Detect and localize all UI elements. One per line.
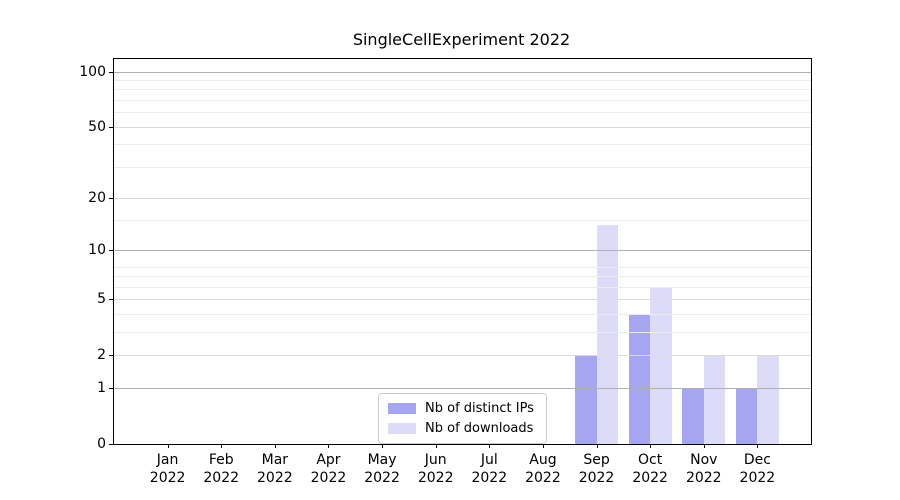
y-tick-mark-100 — [109, 71, 113, 73]
legend-swatch-distinct-ips — [388, 403, 416, 414]
gridline-y-50 — [114, 126, 811, 128]
gridline-y-10 — [114, 250, 811, 252]
x-tick-label-apr: Apr 2022 — [310, 452, 347, 486]
y-tick-label-100: 100 — [79, 63, 106, 80]
gridline-y-40 — [114, 144, 811, 146]
x-tick-label-mar: Mar 2022 — [257, 452, 293, 486]
x-tick-label-jun: Jun 2022 — [417, 452, 454, 486]
x-tick-mark-nov — [703, 444, 705, 448]
x-tick-label-aug: Aug 2022 — [525, 452, 561, 486]
gridline-y-3 — [114, 332, 811, 334]
y-tick-mark-2 — [109, 355, 113, 357]
gridline-y-70 — [114, 99, 811, 101]
x-tick-mark-aug — [542, 444, 544, 448]
y-tick-mark-1 — [109, 388, 113, 390]
y-tick-label-1: 1 — [97, 380, 106, 397]
x-tick-label-may: May 2022 — [364, 452, 400, 486]
y-tick-mark-5 — [109, 299, 113, 301]
y-tick-label-50: 50 — [88, 118, 106, 135]
x-tick-label-sep: Sep 2022 — [578, 452, 615, 486]
bar-distinct-ips-nov — [682, 388, 704, 444]
gridline-y-60 — [114, 112, 811, 114]
plot-area: 0 1 2 5 10 20 50 100 Jan 2022 Feb 2022 Mar 2022 Apr 202… — [79, 58, 812, 486]
gridline-y-6 — [114, 286, 811, 288]
y-tick-label-20: 20 — [88, 190, 106, 207]
x-tick-label-jan: Jan 2022 — [149, 452, 186, 486]
gridline-y-80 — [114, 89, 811, 91]
legend: Nb of distinct IPs Nb of downloads — [378, 393, 547, 444]
legend-entry-downloads: Nb of downloads — [388, 421, 534, 436]
bar-downloads-nov — [703, 355, 726, 444]
gridline-y-4 — [114, 314, 811, 316]
x-tick-mark-jan — [167, 444, 169, 448]
x-tick-label-feb: Feb 2022 — [203, 452, 240, 486]
bar-downloads-dec — [757, 355, 779, 444]
x-tick-mark-jul — [489, 444, 491, 448]
gridline-y-30 — [114, 166, 811, 168]
x-tick-mark-oct — [650, 444, 652, 448]
gridline-y-1 — [114, 388, 811, 390]
bar-distinct-ips-dec — [735, 388, 758, 444]
gridline-y-15 — [114, 220, 811, 222]
x-tick-label-dec: Dec 2022 — [739, 452, 776, 486]
bar-distinct-ips-sep — [575, 355, 597, 444]
legend-label-downloads: Nb of downloads — [425, 421, 534, 436]
x-tick-label-oct: Oct 2022 — [632, 452, 668, 486]
x-tick-mark-feb — [221, 444, 223, 448]
gridline-y-2 — [114, 355, 811, 357]
y-tick-mark-10 — [109, 250, 113, 252]
bar-distinct-ips-oct — [628, 314, 651, 444]
x-tick-mark-jun — [435, 444, 437, 448]
gridline-y-8 — [114, 266, 811, 268]
gridline-y-7 — [114, 276, 811, 278]
legend-entry-distinct-ips: Nb of distinct IPs — [388, 401, 534, 416]
y-tick-mark-50 — [109, 126, 113, 128]
x-tick-label-nov: Nov 2022 — [685, 452, 722, 486]
y-tick-label-2: 2 — [97, 347, 106, 364]
legend-label-distinct-ips: Nb of distinct IPs — [425, 401, 534, 416]
y-tick-label-0: 0 — [97, 436, 106, 452]
chart-title: SingleCellExperiment 2022 — [352, 30, 571, 49]
gridline-y-20 — [114, 198, 811, 200]
gridline-y-90 — [114, 79, 811, 81]
x-tick-mark-may — [382, 444, 384, 448]
x-tick-mark-apr — [328, 444, 330, 448]
x-tick-label-jul: Jul 2022 — [471, 452, 508, 486]
y-tick-label-10: 10 — [88, 242, 106, 259]
bar-downloads-sep — [596, 225, 619, 444]
gridline-y-100 — [114, 71, 811, 73]
bar-downloads-oct — [650, 286, 672, 444]
y-tick-mark-20 — [109, 198, 113, 200]
x-tick-mark-dec — [757, 444, 759, 448]
y-tick-mark-0 — [109, 444, 113, 445]
legend-swatch-downloads — [388, 423, 416, 434]
x-tick-mark-sep — [596, 444, 598, 448]
gridline-y-5 — [114, 299, 811, 301]
y-tick-label-5: 5 — [97, 291, 106, 308]
x-tick-mark-mar — [274, 444, 276, 448]
